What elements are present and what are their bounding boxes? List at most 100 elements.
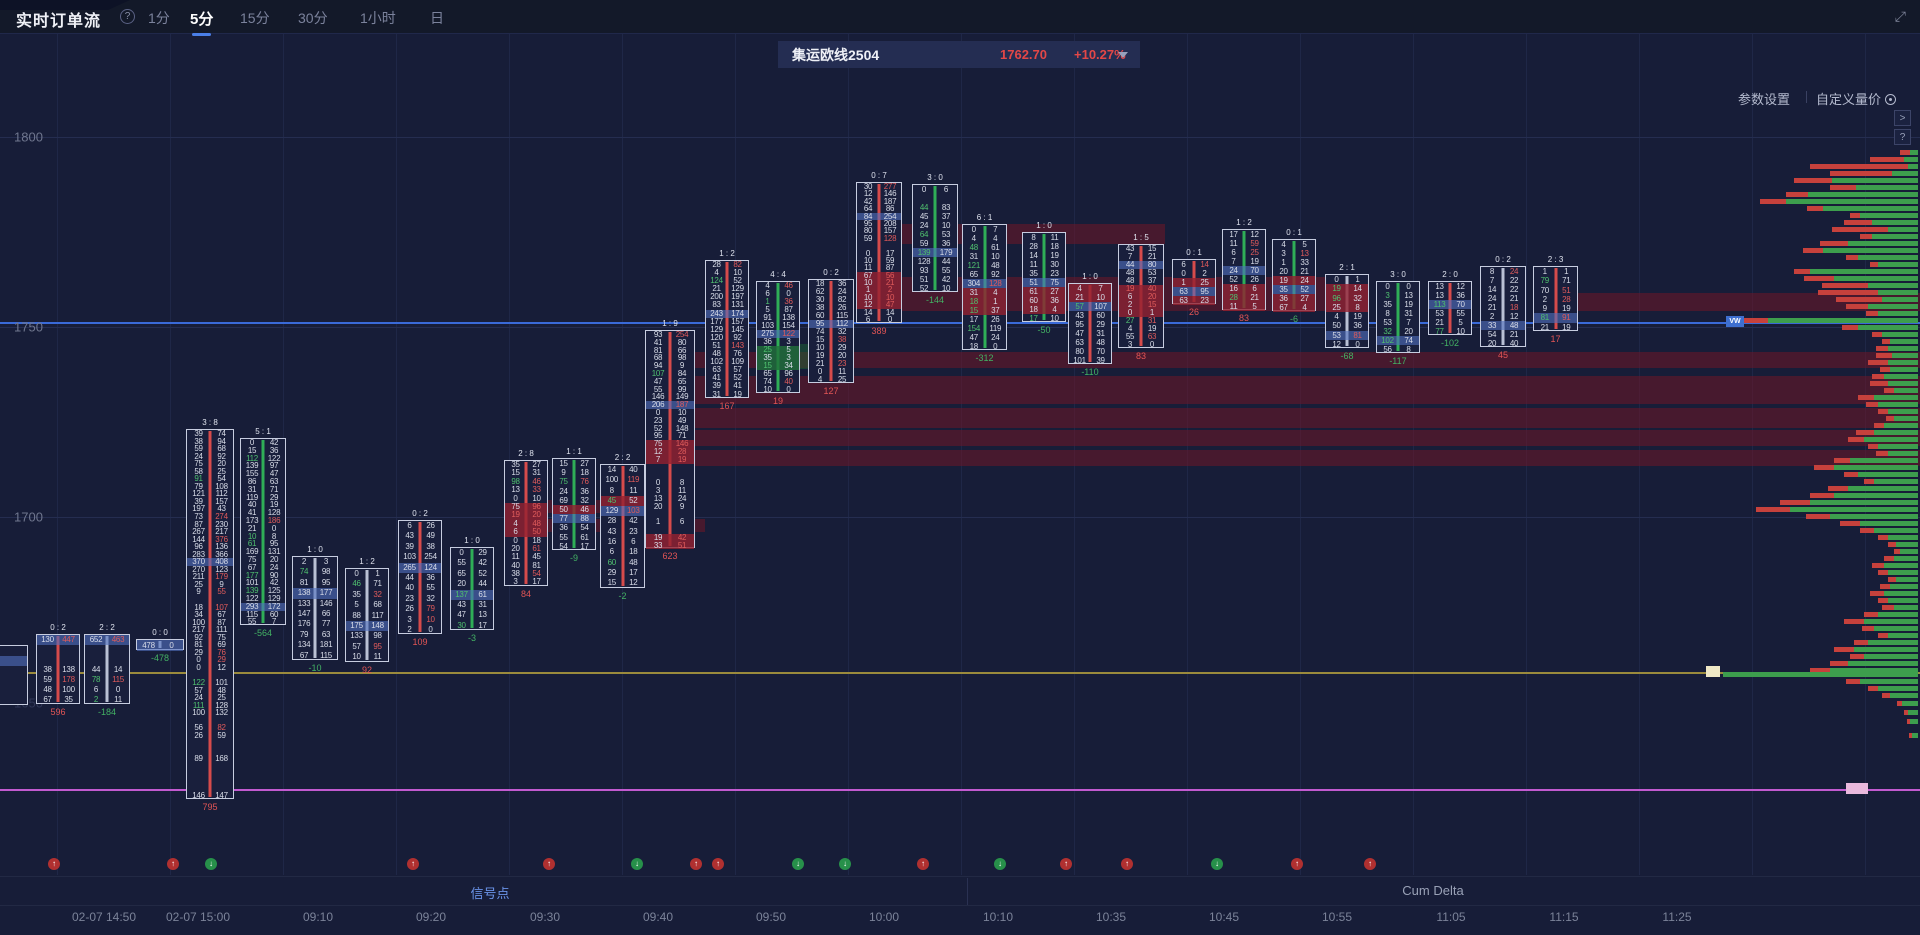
candle-price-row: 177 157 xyxy=(706,317,748,326)
bid-volume: 7 xyxy=(655,454,661,464)
tab-30分[interactable]: 30分 xyxy=(298,10,328,26)
bid-volume: 53 xyxy=(1435,309,1444,318)
candle-price-row: 43 23 xyxy=(601,527,644,537)
candle-price-row: 52 26 xyxy=(1223,275,1265,284)
signal-points-label[interactable]: 信号点 xyxy=(470,886,510,901)
sell-signal-icon: ↓ xyxy=(1211,858,1223,870)
bid-volume: 26 xyxy=(194,730,203,740)
candle-price-row: 13 24 xyxy=(646,494,694,503)
candle-body-line xyxy=(668,332,672,547)
collapse-button[interactable]: > xyxy=(1894,110,1911,126)
ask-volume: 95 xyxy=(321,577,331,587)
candle-price-row: 4 25 xyxy=(809,376,853,384)
instrument-selector[interactable]: 集运欧线2504 1762.70 +10.27% xyxy=(778,41,1140,68)
bid-volume: 9 xyxy=(1542,304,1547,314)
profile-buy-segment xyxy=(1790,507,1918,512)
volume-profile-bar xyxy=(1866,311,1918,316)
bid-volume: 5 xyxy=(765,305,770,314)
candle-box: 30 277 12 146 42 187 64 86 84 254 95 208 80 157 59 128 0… xyxy=(856,182,902,324)
volume-profile-bar xyxy=(1872,374,1918,379)
ask-volume: 53 xyxy=(1147,268,1157,277)
bid-volume: 73 xyxy=(194,512,203,522)
bid-volume: 11 xyxy=(864,263,872,273)
candle-price-row: 7 19 xyxy=(646,454,694,464)
candle-price-row: 19 42 xyxy=(646,533,694,542)
tab-1小时[interactable]: 1小时 xyxy=(360,10,396,26)
profile-buy-segment xyxy=(1864,654,1918,659)
volume-profile-bar xyxy=(1846,304,1918,309)
ask-volume: 1 xyxy=(1149,308,1155,317)
candle-price-row: 81 91 xyxy=(1534,313,1577,323)
tab-15分[interactable]: 15分 xyxy=(240,10,270,26)
ask-volume: 61 xyxy=(478,589,487,599)
volume-profile-bar xyxy=(1866,402,1918,407)
time-label: 09:30 xyxy=(529,910,561,924)
profile-sell-segment xyxy=(1870,157,1904,162)
ask-volume: 48 xyxy=(1509,321,1519,330)
tab-日[interactable]: 日 xyxy=(430,10,444,26)
candle-price-row: 93 55 xyxy=(913,266,957,275)
profile-sell-segment xyxy=(1842,325,1858,330)
profile-buy-segment xyxy=(1908,710,1918,715)
custom-volume-price-button[interactable]: 自定义量价 xyxy=(1816,89,1897,108)
ask-volume: 12 xyxy=(629,578,638,588)
tab-1分[interactable]: 1分 xyxy=(148,10,170,26)
bid-volume: 9 xyxy=(561,468,566,478)
ask-volume: 14 xyxy=(113,665,123,674)
bid-volume: 35 xyxy=(511,460,520,469)
tab-5分[interactable]: 5分 xyxy=(190,8,213,36)
volume-profile-bar xyxy=(1804,276,1918,281)
bid-volume: 0 xyxy=(513,535,518,545)
ask-volume: 14 xyxy=(1353,284,1362,294)
ask-volume: 57 xyxy=(733,365,742,375)
candle-price-row: 3 13 xyxy=(1273,249,1315,258)
bid-volume: 12 xyxy=(863,189,873,199)
bid-volume: 18 xyxy=(969,297,979,306)
candle-price-row: 4 19 xyxy=(1119,325,1163,333)
ask-volume: 51 xyxy=(1562,285,1571,295)
bid-volume: 86 xyxy=(247,476,257,486)
candle-price-row: 44 83 xyxy=(913,203,957,212)
buy-signal-icon: ↑ xyxy=(543,858,555,870)
ask-volume: 33 xyxy=(1300,258,1309,267)
candle-price-row: 47 65 xyxy=(646,377,694,386)
bid-volume: 64 xyxy=(919,230,929,239)
bid-volume: 20 xyxy=(1487,339,1497,348)
fullscreen-icon[interactable]: ⤢ xyxy=(1894,8,1906,24)
profile-sell-segment xyxy=(1894,549,1900,554)
bid-volume: 70 xyxy=(1540,285,1550,295)
bid-volume: 14 xyxy=(863,307,873,317)
profile-buy-segment xyxy=(1910,150,1918,155)
bid-volume: 10 xyxy=(815,343,825,352)
ask-volume: 107 xyxy=(1094,302,1107,311)
volume-profile-bar xyxy=(1880,584,1918,589)
params-settings-button[interactable]: 参数设置 xyxy=(1738,92,1791,107)
candle-price-row: 10 59 xyxy=(857,256,901,264)
help-icon[interactable]: ? xyxy=(120,9,135,24)
ask-volume: 111 xyxy=(215,625,228,635)
orderflow-chart[interactable]: 1800175017001650116430538511304473813859… xyxy=(0,34,1920,875)
chart-help-button[interactable]: ? xyxy=(1894,129,1911,145)
bid-volume: 29 xyxy=(607,567,617,577)
ask-volume: 81 xyxy=(532,560,541,570)
ask-volume: 37 xyxy=(941,212,951,221)
ask-volume: 12 xyxy=(217,662,226,672)
imbalance-count-header: 4 : 4 xyxy=(770,270,786,279)
ask-volume: 11 xyxy=(373,652,382,662)
ask-volume: 463 xyxy=(111,635,125,644)
time-label: 10:45 xyxy=(1208,910,1240,924)
ask-volume: 55 xyxy=(1456,309,1465,318)
ask-volume: 24 xyxy=(991,333,1000,342)
profile-sell-segment xyxy=(1862,626,1874,631)
candle-price-row: 39 157 xyxy=(187,498,233,506)
ask-volume: 181 xyxy=(319,640,333,650)
volume-profile-bar xyxy=(1868,444,1918,449)
delta-footer: 83 xyxy=(1135,351,1146,361)
imbalance-count-header: 2 : 1 xyxy=(1339,263,1355,272)
profile-buy-segment xyxy=(1908,164,1918,169)
gridline-v xyxy=(170,34,171,875)
